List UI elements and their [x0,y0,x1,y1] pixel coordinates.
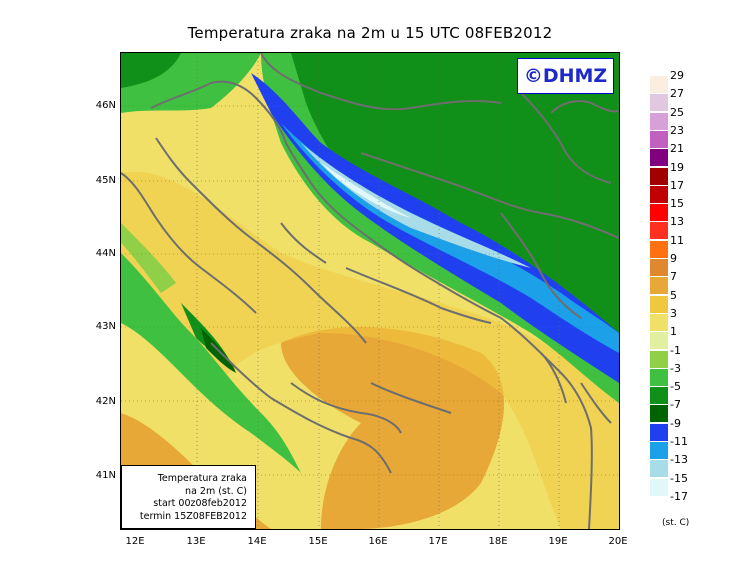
legend-label: -17 [670,489,688,503]
legend-label: 5 [670,288,677,302]
legend-swatch [650,368,668,386]
legend-label: -7 [670,398,681,412]
lon-label-15e: 15E [308,536,328,547]
legend-swatch [650,240,668,258]
legend-swatch [650,405,668,423]
legend-label: 25 [670,105,684,119]
lon-label-16e: 16E [368,536,388,547]
legend-swatch [650,387,668,405]
legend-swatch [650,350,668,368]
legend-swatch [650,149,668,167]
legend-swatch [650,112,668,130]
legend-label: 9 [670,252,677,265]
legend-swatch [650,295,668,313]
lat-label-43n: 43N [95,321,116,332]
legend-label: -9 [670,416,681,430]
info-line-term: termin 15Z08FEB2012 [139,510,247,522]
legend-swatch [650,259,668,276]
lon-label-19e: 19E [548,536,568,547]
map-title: Temperatura zraka na 2m u 15 UTC 08FEB20… [187,24,553,42]
legend-swatch [650,423,668,441]
info-line-start: start 00z08feb2012 [153,498,247,509]
legend-swatch [650,185,668,203]
lat-label-41n: 41N [95,470,116,481]
legend-label: 19 [670,160,684,174]
lat-label-46n: 46N [95,100,116,111]
lon-label-18e: 18E [488,536,508,547]
lat-label-45n: 45N [95,175,116,186]
lon-label-14e: 14E [247,536,267,547]
legend-label: -13 [670,453,688,467]
info-line-level: na 2m (st. C) [185,485,247,497]
legend-swatch [650,277,668,295]
legend-label: -11 [670,435,688,448]
legend-swatch [650,460,668,478]
legend-label: 11 [670,233,684,247]
legend-label: -5 [670,380,681,394]
legend-label: 1 [670,325,677,339]
legend-label: 27 [670,87,684,101]
legend-label: 15 [670,197,684,211]
legend-label: 7 [670,270,677,284]
lat-label-44n: 44N [95,248,116,259]
legend-label: -1 [670,343,681,357]
legend-label: 29 [670,69,684,82]
legend-swatch [650,478,668,496]
lon-label-12e: 12E [125,536,145,547]
legend-unit: (st. C) [662,518,690,528]
legend-swatch [650,204,668,222]
legend-label: 21 [670,142,684,156]
info-line-variable: Temperatura zraka [157,473,247,484]
map-info-box: Temperatura zraka na 2m (st. C) start 00… [121,465,256,529]
legend-swatch [650,167,668,185]
legend-swatch [650,222,668,240]
lon-label-17e: 17E [428,536,448,547]
lon-label-20e: 20E [608,536,628,547]
legend-label: 13 [670,215,684,229]
legend-swatch [650,313,668,331]
legend-swatch [650,332,668,350]
lat-label-42n: 42N [95,396,116,407]
legend-label: 17 [670,178,684,192]
lon-label-13e: 13E [186,536,206,547]
legend-label: 23 [670,123,684,137]
legend-swatch [650,76,668,93]
temperature-map [120,52,620,530]
legend-label: -15 [670,471,688,485]
legend-swatch [650,130,668,148]
legend-label: 3 [670,306,677,320]
legend-label: -3 [670,361,681,375]
legend-swatch [650,442,668,459]
dhmz-logo: ©DHMZ [517,58,614,94]
legend-swatch [650,94,668,112]
